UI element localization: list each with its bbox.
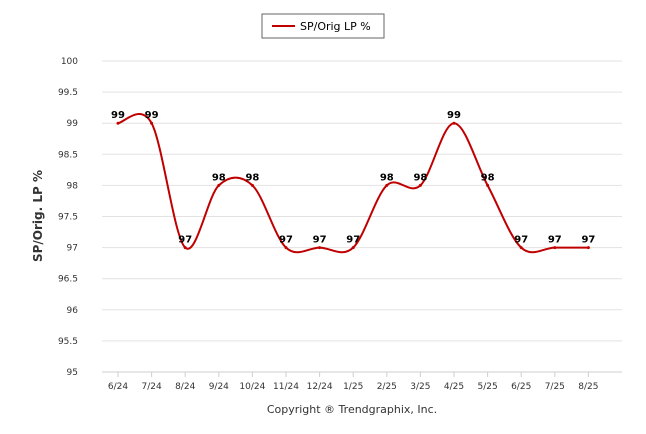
x-tick-label: 6/25 [511, 382, 531, 392]
x-tick-label: 3/25 [410, 382, 430, 392]
data-point [318, 246, 322, 250]
data-point [217, 183, 221, 187]
data-point [250, 183, 254, 187]
series-line [116, 113, 590, 254]
y-tick-label: 95.5 [58, 337, 78, 347]
x-tick-label: 12/24 [307, 382, 333, 392]
data-point [150, 121, 154, 125]
x-tick-label: 10/24 [239, 382, 265, 392]
data-point [351, 246, 355, 250]
data-label: 99 [145, 110, 159, 121]
x-tick-label: 8/25 [578, 382, 598, 392]
data-label: 98 [212, 172, 226, 183]
x-tick-label: 8/24 [175, 382, 195, 392]
y-tick-label: 96.5 [58, 275, 78, 285]
y-tick-label: 99.5 [58, 88, 78, 98]
data-point [586, 246, 590, 250]
series-path [117, 113, 589, 254]
data-label: 97 [548, 235, 562, 246]
data-point [385, 183, 389, 187]
x-tick-label: 7/25 [545, 382, 565, 392]
x-tick-label: 6/24 [108, 382, 128, 392]
data-point [519, 246, 523, 250]
data-label: 97 [279, 235, 293, 246]
x-tick-label: 7/24 [141, 382, 161, 392]
data-label: 98 [413, 172, 427, 183]
x-tick-labels: 6/24 7/24 8/24 9/24 10/24 11/24 12/24 1/25 2/25 3… [108, 382, 599, 392]
x-tick-label: 4/25 [444, 382, 464, 392]
data-point [486, 183, 490, 187]
legend: SP/Orig LP % [261, 13, 385, 39]
data-point [553, 246, 557, 250]
y-tick-label: 100 [61, 57, 78, 67]
y-tick-label: 97 [67, 244, 78, 254]
x-tick-label: 1/25 [343, 382, 363, 392]
data-label: 97 [581, 235, 595, 246]
y-axis-label: SP/Orig. LP % [31, 170, 45, 262]
copyright-footer: Copyright ® Trendgraphix, Inc. [267, 403, 437, 416]
data-label: 98 [380, 172, 394, 183]
data-label: 97 [178, 235, 192, 246]
y-tick-labels: 95 95.5 96 96.5 97 97.5 98 98.5 99 99.5 100 [58, 57, 78, 378]
y-tick-label: 97.5 [58, 213, 78, 223]
y-tick-label: 99 [67, 119, 79, 129]
data-label: 97 [313, 235, 327, 246]
data-label: 98 [481, 172, 495, 183]
data-labels: 99 99 97 98 98 97 97 97 98 98 99 98 97 97 97 [111, 110, 595, 245]
y-tick-label: 96 [67, 306, 79, 316]
data-label: 97 [514, 235, 528, 246]
data-label: 99 [111, 110, 125, 121]
data-label: 98 [245, 172, 259, 183]
grid [102, 60, 622, 377]
x-tick-label: 5/25 [477, 382, 497, 392]
x-tick-label: 11/24 [273, 382, 299, 392]
y-tick-label: 98 [67, 181, 79, 191]
data-label: 99 [447, 110, 461, 121]
data-label: 97 [346, 235, 360, 246]
x-tick-label: 2/25 [377, 382, 397, 392]
data-point [183, 246, 187, 250]
data-point [284, 246, 288, 250]
y-tick-label: 95 [67, 368, 78, 378]
data-point [116, 121, 120, 125]
data-point [452, 121, 456, 125]
data-point [418, 183, 422, 187]
legend-label: SP/Orig LP % [300, 20, 371, 33]
y-tick-label: 98.5 [58, 150, 78, 160]
x-tick-label: 9/24 [209, 382, 229, 392]
